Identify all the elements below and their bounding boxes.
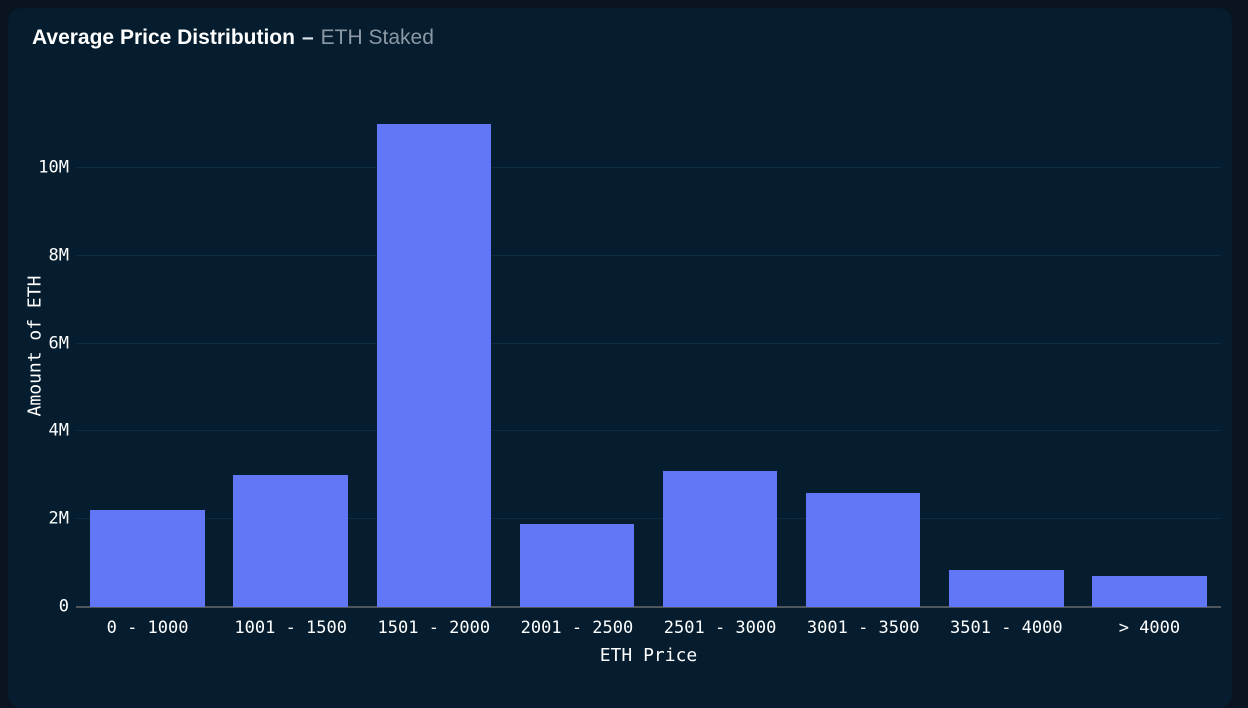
chart-title: Average Price Distribution [32, 26, 295, 49]
bar-slot [76, 100, 219, 607]
y-tick-label: 6M [48, 333, 69, 354]
y-tick-label: 0 [58, 596, 69, 617]
bar-2001-2500[interactable] [519, 523, 635, 607]
x-axis-baseline [76, 606, 1221, 608]
chart-subtitle: ETH Staked [320, 26, 434, 49]
title-separator: – [301, 26, 314, 49]
bar-1001-1500[interactable] [233, 475, 348, 607]
y-axis-title: Amount of ETH [24, 275, 46, 417]
x-tick-label: 1501 - 2000 [377, 618, 491, 638]
x-tick-label: 0 - 1000 [106, 618, 189, 638]
y-gridline [76, 342, 1221, 344]
bar-2501-3000[interactable] [662, 470, 778, 607]
bar-slot [219, 100, 362, 607]
bar-slot [935, 100, 1078, 607]
bar-3001-3500[interactable] [805, 492, 921, 607]
x-tick-label: 3501 - 4000 [950, 618, 1063, 638]
bar-3501-4000[interactable] [949, 569, 1064, 607]
bar-slot [1078, 100, 1221, 607]
y-gridline [76, 430, 1221, 432]
y-gridline [76, 254, 1221, 256]
plot-area: 0 2M 4M 6M 8M 10M [38, 100, 1221, 615]
chart-card: Average Price Distribution – ETH Staked Am… [8, 8, 1232, 708]
x-tick-label: 3001 - 3500 [806, 618, 920, 638]
bar-slot [362, 100, 505, 607]
y-gridline [76, 518, 1221, 520]
bar-slot [649, 100, 792, 607]
bar->4000[interactable] [1092, 576, 1207, 607]
bar-slot [792, 100, 935, 607]
x-axis-title: ETH Price [599, 645, 698, 666]
bar-1501-2000[interactable] [376, 124, 492, 607]
bar-0-1000[interactable] [90, 510, 205, 607]
y-tick-label: 2M [48, 508, 69, 529]
x-tick-label: 2501 - 3000 [663, 618, 777, 638]
y-gridline [76, 167, 1221, 169]
x-tick-label: 2001 - 2500 [520, 618, 634, 638]
bars-row [76, 100, 1221, 607]
bar-slot [505, 100, 648, 607]
y-tick-label: 4M [48, 420, 69, 441]
y-tick-label: 8M [48, 245, 69, 266]
y-tick-label: 10M [38, 157, 69, 178]
x-tick-row: 0 - 1000 1001 - 1500 1501 - 2000 2001 - 250… [76, 618, 1221, 638]
x-tick-label: 1001 - 1500 [234, 618, 347, 638]
x-tick-label: > 4000 [1118, 618, 1181, 638]
chart-header: Average Price Distribution – ETH Staked [32, 24, 434, 52]
